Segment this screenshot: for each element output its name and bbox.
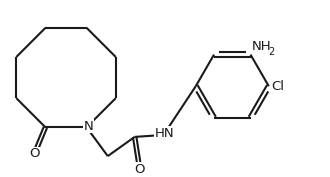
Text: 2: 2	[268, 47, 274, 56]
Text: O: O	[134, 163, 145, 176]
Text: Cl: Cl	[272, 80, 285, 93]
Text: NH: NH	[251, 40, 271, 53]
Text: O: O	[29, 147, 40, 160]
Text: N: N	[84, 120, 93, 133]
Text: HN: HN	[155, 127, 174, 139]
